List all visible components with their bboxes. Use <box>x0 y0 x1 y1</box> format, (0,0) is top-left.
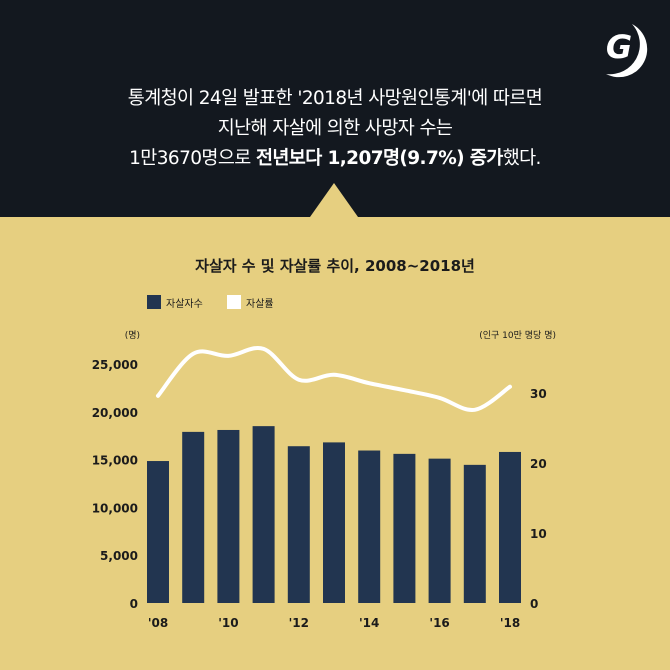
bar-2015 <box>393 453 416 603</box>
left-tick-label: 15,000 <box>92 454 138 468</box>
x-tick-label: '12 <box>289 616 309 630</box>
logo-text: G <box>606 28 632 66</box>
headline-emphasis: 전년보다 1,207명(9.7%) 증가 <box>255 148 503 169</box>
left-tick-label: 5,000 <box>100 549 138 563</box>
left-tick-label: 25,000 <box>92 358 138 372</box>
pointer-triangle <box>310 183 358 217</box>
x-tick-label: '14 <box>359 616 379 630</box>
right-tick-label: 0 <box>530 597 538 611</box>
x-tick-label: '08 <box>148 616 168 630</box>
bar-2010 <box>217 429 240 603</box>
chart-title: 자살자 수 및 자살률 추이, 2008~2018년 <box>195 257 475 275</box>
headline-text: 1만3670명으로 <box>129 148 256 169</box>
left-axis-unit: (명) <box>125 330 140 341</box>
headline: 통계청이 24일 발표한 '2018년 사망원인통계'에 따르면 지난해 자살에… <box>0 84 670 174</box>
bar-2014 <box>358 450 381 603</box>
bar-2009 <box>182 431 205 603</box>
x-tick-label: '16 <box>429 616 449 630</box>
bar-2008 <box>147 461 169 603</box>
header-banner: G 통계청이 24일 발표한 '2018년 사망원인통계'에 따르면 지난해 자… <box>0 0 670 217</box>
headline-line-3: 1만3670명으로 전년보다 1,207명(9.7%) 증가했다. <box>0 144 670 174</box>
bar-2012 <box>287 446 310 603</box>
headline-line-2: 지난해 자살에 의한 사망자 수는 <box>217 118 453 139</box>
legend-swatch-line <box>227 295 241 309</box>
headline-line-1: 통계청이 24일 발표한 '2018년 사망원인통계'에 따르면 <box>127 88 543 109</box>
left-tick-label: 10,000 <box>92 501 138 515</box>
right-tick-label: 10 <box>530 527 547 541</box>
x-tick-label: '10 <box>218 616 238 630</box>
legend-label-line: 자살률 <box>246 298 274 310</box>
left-tick-label: 0 <box>130 597 138 611</box>
legend-swatch-bar <box>147 295 161 309</box>
bar-2018 <box>499 451 521 603</box>
legend: 자살자수 자살률 <box>147 295 274 310</box>
x-tick-label: '18 <box>500 616 520 630</box>
logo-icon: G <box>606 24 648 78</box>
right-tick-label: 20 <box>530 457 547 471</box>
right-tick-label: 30 <box>530 387 547 401</box>
bar-2011 <box>252 426 275 603</box>
right-axis-unit: (인구 10만 명당 명) <box>479 330 556 341</box>
bar-2017 <box>463 464 486 603</box>
headline-text-end: 했다. <box>502 148 542 169</box>
rate-line <box>156 346 512 412</box>
left-tick-label: 20,000 <box>92 406 138 420</box>
bar-2016 <box>428 458 451 603</box>
legend-label-bar: 자살자수 <box>166 298 203 310</box>
bar-2013 <box>323 442 345 603</box>
